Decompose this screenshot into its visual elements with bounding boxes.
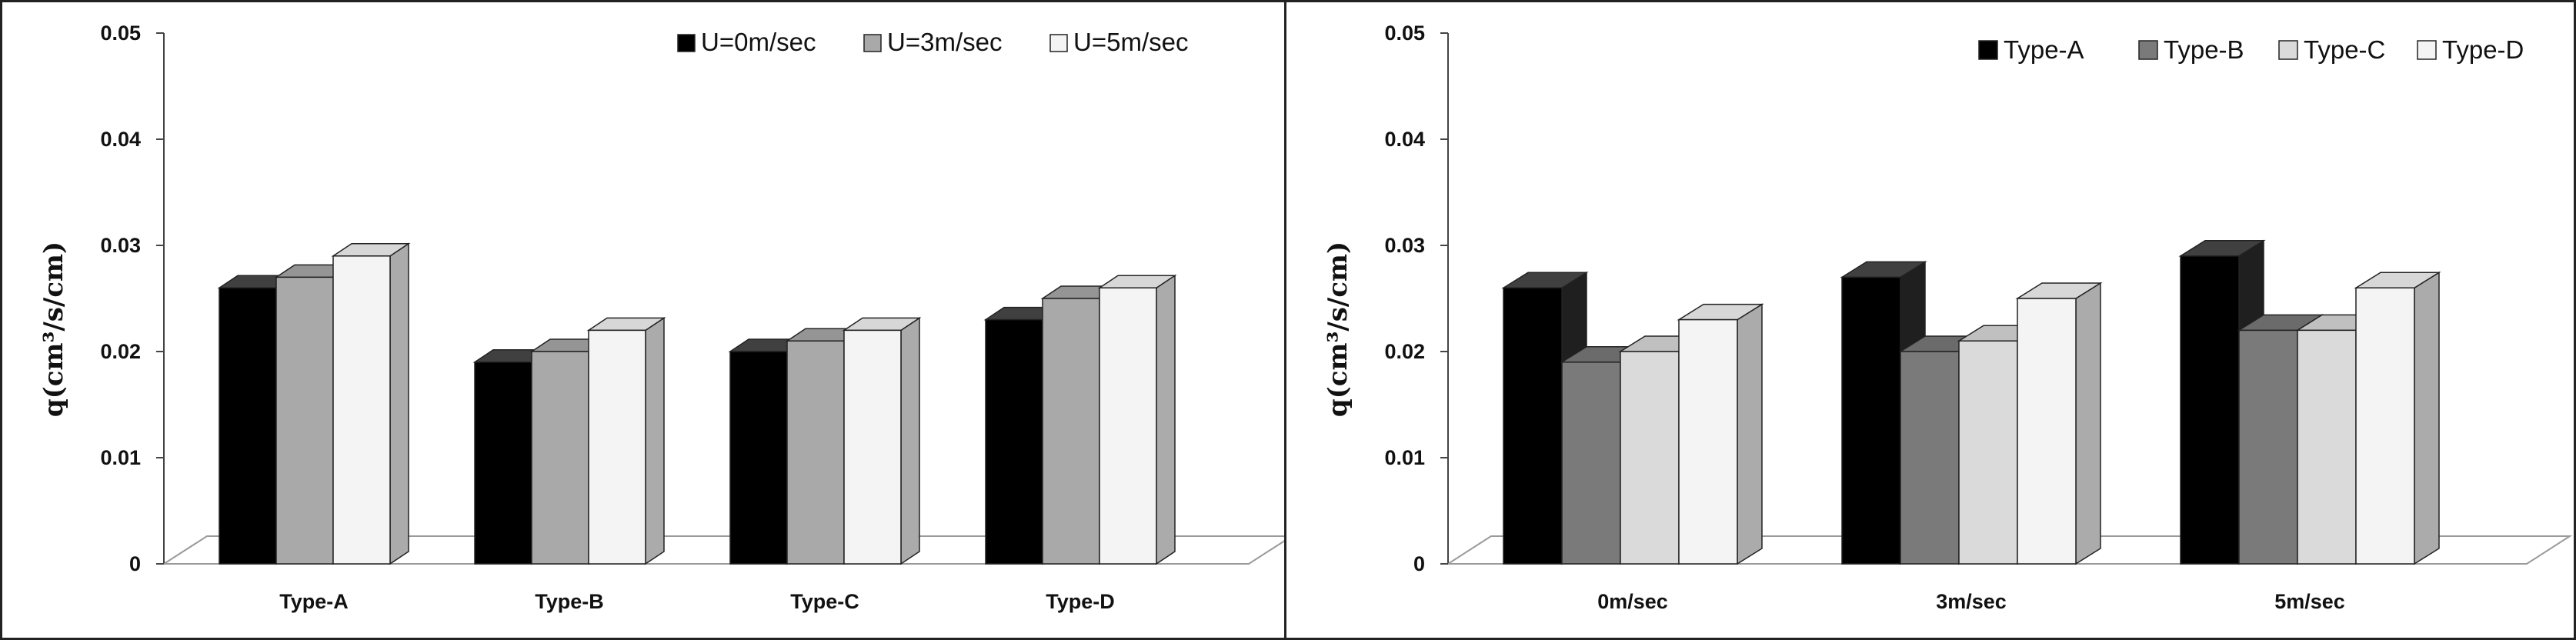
- x-tick-label: 0m/sec: [1597, 590, 1668, 613]
- bar: [1677, 303, 1764, 565]
- bar-front: [2297, 329, 2357, 565]
- bar-front: [531, 351, 589, 565]
- bar: [2354, 271, 2441, 565]
- bar-front: [729, 351, 788, 565]
- legend-item: Type-D: [2417, 35, 2524, 64]
- y-axis-label: q(cm³/s/cm): [1323, 242, 1353, 417]
- bar-front: [2355, 287, 2415, 565]
- y-tick-label: 0.02: [1384, 340, 1425, 363]
- bar-side: [2075, 282, 2101, 565]
- bar-side: [645, 316, 665, 565]
- bar-front: [1678, 318, 1738, 565]
- bar-front: [332, 255, 391, 565]
- legend-item: Type-B: [2138, 35, 2244, 64]
- bar: [331, 242, 411, 565]
- bar-front: [275, 276, 334, 565]
- bar-side: [1737, 303, 1763, 565]
- bar-front: [2238, 329, 2298, 565]
- chart-panel-right: 0 0.01 0.02 0.03 0.04 0.05 q(cm³/s/cm) 0m/sec 3m…: [1284, 0, 2576, 640]
- y-tick-label: 0.03: [1384, 234, 1425, 257]
- y-tick-label: 0.01: [1384, 446, 1425, 469]
- x-tick-label: 5m/sec: [2274, 590, 2345, 613]
- legend-swatch: [2417, 40, 2437, 60]
- bar: [2015, 282, 2103, 565]
- legend-swatch: [2138, 40, 2158, 60]
- y-tick-label: 0.04: [100, 128, 141, 151]
- bar-side: [389, 242, 409, 565]
- bar-side: [900, 316, 920, 565]
- legend-item: U=5m/sec: [1049, 28, 1188, 56]
- bar-front: [1561, 362, 1621, 565]
- bar: [1097, 274, 1177, 565]
- chart-right-svg: 0 0.01 0.02 0.03 0.04 0.05 q(cm³/s/cm) 0m/sec 3m…: [1323, 22, 2573, 613]
- x-tick-label: Type-D: [1046, 590, 1115, 613]
- legend-swatch: [1978, 40, 1998, 60]
- legend-label: U=3m/sec: [887, 28, 1002, 56]
- legend-item: U=3m/sec: [863, 28, 1002, 56]
- legend-label: Type-C: [2304, 35, 2385, 64]
- legend-label: Type-D: [2442, 35, 2524, 64]
- bar-front: [474, 362, 532, 565]
- legend-item: Type-A: [1978, 35, 2084, 64]
- y-tick-label: 0.05: [1384, 22, 1425, 45]
- bar: [1501, 271, 1589, 565]
- x-tick-label: Type-C: [790, 590, 859, 613]
- bar-front: [219, 287, 277, 565]
- bar-front: [588, 329, 646, 565]
- y-axis-label: q(cm³/s/cm): [38, 242, 69, 417]
- bar-front: [1900, 351, 1960, 565]
- legend-label: Type-B: [2164, 35, 2244, 64]
- legend-swatch: [2278, 40, 2298, 60]
- legend-swatch: [677, 34, 696, 52]
- x-tick-label: Type-A: [279, 590, 349, 613]
- bar-front: [1042, 298, 1100, 565]
- x-tick-label: 3m/sec: [1936, 590, 2007, 613]
- legend-item: Type-C: [2278, 35, 2385, 64]
- bar-front: [1958, 340, 2018, 565]
- legend-label: Type-A: [2004, 35, 2084, 64]
- bar-front: [786, 340, 845, 565]
- y-tick-label: 0.02: [100, 340, 141, 363]
- bar-front: [843, 329, 902, 565]
- chart-left-svg: 0 0.01 0.02 0.03 0.04 0.05 q(cm³/s/cm) Type-A Ty…: [38, 22, 1284, 613]
- y-tick-label: 0: [129, 552, 141, 575]
- bar-side: [1156, 274, 1176, 565]
- y-tick-label: 0: [1413, 552, 1425, 575]
- bar-front: [1099, 287, 1157, 565]
- y-tick-label: 0.04: [1384, 128, 1425, 151]
- legend-swatch: [863, 34, 882, 52]
- bar: [842, 316, 922, 565]
- bar: [586, 316, 666, 565]
- legend-item: U=0m/sec: [677, 28, 816, 56]
- chart-panel-left: 0 0.01 0.02 0.03 0.04 0.05 q(cm³/s/cm) Type-A Ty…: [0, 0, 1286, 640]
- x-tick-label: Type-B: [535, 590, 604, 613]
- bar-front: [1841, 276, 1901, 565]
- y-tick-label: 0.01: [100, 446, 141, 469]
- bar-front: [985, 318, 1043, 565]
- y-tick-label: 0.03: [100, 234, 141, 257]
- bar-front: [1620, 351, 1680, 565]
- bar-front: [2180, 255, 2240, 565]
- y-tick-label: 0.05: [100, 22, 141, 45]
- bar-side: [2414, 271, 2440, 565]
- legend-swatch: [1049, 34, 1068, 52]
- legend-label: U=5m/sec: [1073, 28, 1188, 56]
- bar-front: [2017, 298, 2077, 565]
- legend-label: U=0m/sec: [701, 28, 816, 56]
- bar-front: [1503, 287, 1563, 565]
